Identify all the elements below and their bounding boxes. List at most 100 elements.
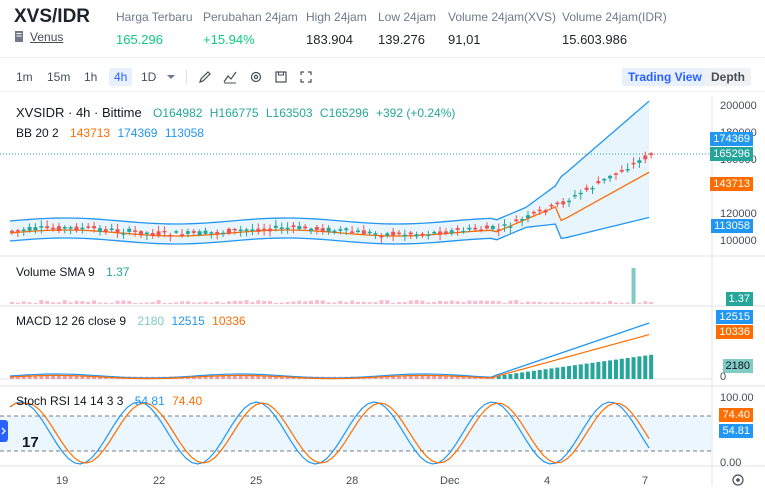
save-icon[interactable] bbox=[274, 70, 288, 84]
stat-change: Perubahan 24jam +15.94% bbox=[203, 10, 298, 47]
candle bbox=[51, 227, 56, 230]
chevron-down-icon[interactable] bbox=[166, 73, 176, 81]
chart-area[interactable]: XVSIDR · 4h · Bittime O164982 H166775 L1… bbox=[0, 96, 765, 501]
fullscreen-icon[interactable] bbox=[299, 70, 313, 84]
macd-histogram-bar bbox=[379, 375, 384, 379]
time-axis-label: 7 bbox=[642, 475, 649, 487]
candle bbox=[426, 234, 431, 236]
volume-bar bbox=[68, 302, 73, 304]
timeframe-1m[interactable]: 1m bbox=[16, 70, 33, 84]
candle bbox=[344, 228, 349, 231]
volume-bar bbox=[402, 302, 407, 304]
candle bbox=[461, 230, 466, 233]
candle bbox=[74, 226, 79, 231]
price-chart-canvas[interactable] bbox=[0, 96, 765, 501]
rsi-k-tag: 54.81 bbox=[719, 424, 753, 438]
stat-high: High 24jam 183.904 bbox=[306, 10, 367, 47]
volume-bar bbox=[51, 302, 56, 304]
volume-tag: 1.37 bbox=[725, 292, 753, 306]
volume-bar bbox=[432, 301, 437, 304]
bb-label: BB 20 2 bbox=[16, 126, 59, 140]
volume-bar bbox=[326, 302, 331, 304]
candle bbox=[303, 226, 308, 229]
macd-histogram-bar bbox=[567, 366, 572, 379]
macd-histogram-bar bbox=[449, 375, 454, 379]
candle bbox=[62, 226, 67, 229]
stat-volume-xvs: Volume 24jam(XVS) 91,01 bbox=[448, 10, 556, 47]
candle bbox=[232, 228, 237, 231]
volume-bar bbox=[162, 302, 167, 304]
draw-icon[interactable] bbox=[198, 70, 212, 84]
macd-histogram-bar bbox=[643, 355, 648, 379]
candle bbox=[608, 175, 613, 179]
candle bbox=[139, 231, 143, 236]
candle bbox=[520, 219, 525, 221]
candle bbox=[238, 229, 243, 232]
volume-bar bbox=[238, 300, 243, 304]
bb-legend: BB 20 2 143713 174369 113058 bbox=[16, 126, 204, 140]
volume-bar bbox=[92, 300, 97, 304]
candle bbox=[432, 231, 437, 234]
macd-hist-tag: 2180 bbox=[722, 359, 753, 373]
candle bbox=[543, 210, 548, 213]
volume-bar bbox=[109, 302, 114, 304]
settings-gear-icon[interactable] bbox=[731, 473, 745, 487]
volume-bar bbox=[121, 300, 126, 304]
bb-mid-tag: 143713 bbox=[710, 177, 753, 191]
volume-bar bbox=[350, 300, 355, 304]
timeframe-1h[interactable]: 1h bbox=[84, 70, 98, 84]
stat-label: Perubahan 24jam bbox=[203, 10, 298, 24]
candle bbox=[420, 233, 425, 236]
macd-signal-value: 10336 bbox=[212, 314, 246, 328]
macd-histogram-bar bbox=[613, 359, 618, 379]
macd-histogram-bar bbox=[520, 372, 525, 379]
candle bbox=[86, 226, 91, 228]
candle bbox=[10, 230, 14, 233]
volume-bar bbox=[156, 300, 161, 304]
volume-value: 1.37 bbox=[106, 265, 130, 279]
macd-histogram-bar bbox=[80, 375, 85, 379]
macd-histogram-bar bbox=[92, 375, 97, 379]
timeframe-4h[interactable]: 4h bbox=[109, 68, 133, 86]
volume-bar bbox=[56, 302, 61, 304]
candle bbox=[449, 230, 454, 234]
volume-bar bbox=[408, 300, 413, 304]
candle bbox=[484, 225, 489, 229]
settings-icon[interactable] bbox=[249, 70, 263, 84]
macd-histogram-bar bbox=[514, 373, 519, 379]
platform-link[interactable]: Venus bbox=[30, 30, 64, 44]
macd-histogram-bar bbox=[590, 362, 595, 379]
volume-bar bbox=[215, 301, 220, 304]
candle bbox=[191, 231, 196, 233]
timeframe-15m[interactable]: 15m bbox=[47, 70, 71, 84]
candle bbox=[443, 231, 448, 234]
volume-bar bbox=[185, 301, 190, 304]
macd-histogram-bar bbox=[432, 375, 437, 379]
macd-histogram-bar bbox=[279, 375, 284, 379]
volume-bar bbox=[291, 301, 296, 304]
volume-bar bbox=[97, 302, 102, 304]
candle bbox=[174, 231, 179, 233]
candle bbox=[367, 231, 372, 234]
timeframe-1d[interactable]: 1D bbox=[141, 70, 157, 84]
volume-bar bbox=[549, 301, 554, 304]
macd-histogram-bar bbox=[420, 375, 425, 379]
indicator-icon[interactable] bbox=[223, 70, 237, 84]
candle bbox=[473, 227, 478, 230]
macd-histogram-bar bbox=[215, 375, 220, 379]
candle bbox=[602, 178, 607, 181]
candle bbox=[279, 227, 284, 229]
sidebar-toggle[interactable] bbox=[0, 420, 8, 442]
volume-bar bbox=[379, 300, 384, 304]
last-price-tag: 165296 bbox=[710, 147, 753, 161]
candle bbox=[613, 173, 618, 175]
trading-view-button[interactable]: Trading View bbox=[622, 68, 708, 86]
price-axis-label: 120000 bbox=[720, 208, 757, 220]
volume-bar bbox=[232, 300, 237, 304]
candle bbox=[526, 215, 530, 218]
volume-bar bbox=[338, 300, 343, 304]
volume-bar bbox=[62, 300, 67, 304]
volume-bar bbox=[256, 300, 261, 304]
candle bbox=[619, 170, 624, 172]
depth-button[interactable]: Depth bbox=[705, 68, 751, 86]
